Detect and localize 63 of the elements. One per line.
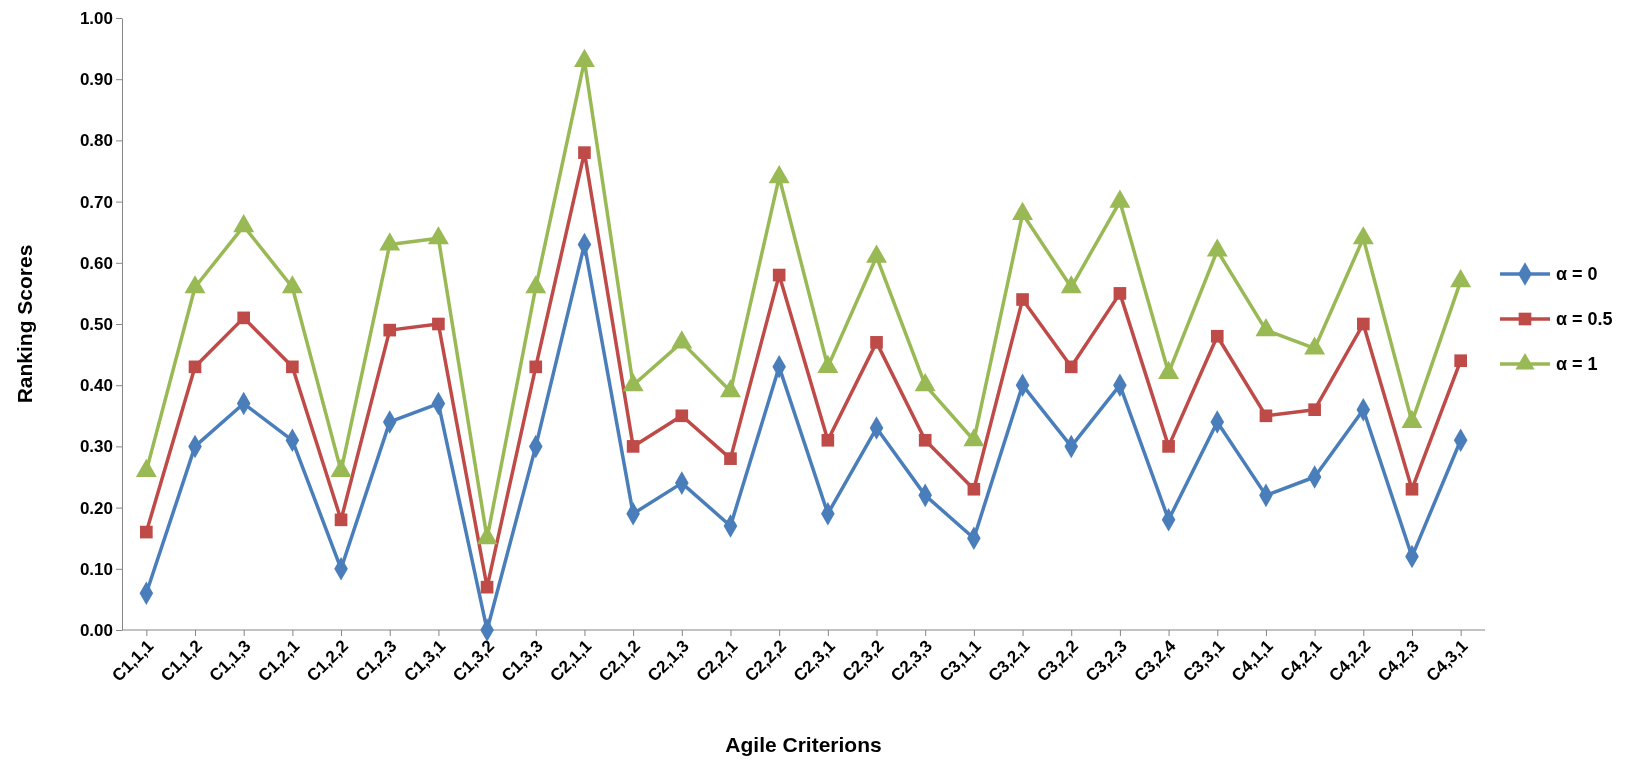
point (1356, 317, 1370, 331)
y-tick-label: 0.80 (79, 131, 113, 151)
y-tick-label: 0.50 (79, 314, 113, 334)
y-tick-label: 0.40 (79, 376, 113, 396)
point (1259, 409, 1273, 423)
point (724, 452, 737, 465)
point (1113, 287, 1127, 300)
point (866, 244, 887, 263)
point (1210, 329, 1224, 343)
point (1162, 440, 1175, 453)
y-tick-label: 0.00 (79, 620, 113, 640)
point (427, 226, 449, 245)
point (1012, 201, 1034, 220)
y-tick-label: 0.60 (79, 253, 113, 273)
point (675, 409, 689, 423)
point (529, 360, 543, 374)
point (1109, 189, 1131, 208)
point (233, 213, 255, 233)
y-axis-title: Ranking Scores (13, 244, 36, 404)
x-axis-title: Agile Criterions (725, 733, 882, 756)
point (432, 317, 445, 331)
y-tick-label: 0.70 (79, 192, 113, 212)
point (1064, 360, 1078, 374)
point (525, 275, 547, 294)
point (286, 360, 299, 374)
y-tick-label: 0.30 (79, 437, 113, 457)
point (622, 373, 644, 392)
point (967, 482, 981, 496)
point (188, 360, 202, 374)
y-tick-label: 0.10 (79, 559, 113, 579)
point (1060, 275, 1082, 294)
point (772, 268, 786, 282)
point (918, 433, 932, 447)
legend-label: α = 0.5 (1556, 309, 1613, 330)
point (1016, 293, 1029, 306)
point (1454, 354, 1467, 368)
y-tick-label: 0.90 (79, 70, 113, 90)
point (237, 311, 251, 325)
point (1352, 226, 1374, 245)
legend-label: α = 0 (1556, 264, 1598, 285)
legend-label: α = 1 (1556, 354, 1598, 375)
y-tick-label: 1.00 (79, 8, 113, 28)
point (140, 525, 153, 539)
point (184, 275, 206, 294)
point (573, 48, 595, 67)
point (671, 330, 693, 349)
point (480, 580, 494, 594)
point (870, 336, 883, 349)
y-tick-label: 0.20 (79, 498, 113, 518)
point (821, 433, 835, 447)
point (1206, 238, 1228, 257)
point (626, 440, 640, 453)
point (281, 275, 303, 294)
point (1405, 482, 1419, 496)
point (1450, 269, 1472, 288)
point (1304, 336, 1326, 355)
point (914, 373, 936, 392)
point (379, 232, 401, 251)
point (1255, 318, 1277, 337)
point (383, 323, 397, 337)
point (1308, 403, 1321, 416)
point (768, 165, 790, 184)
point (334, 513, 348, 527)
